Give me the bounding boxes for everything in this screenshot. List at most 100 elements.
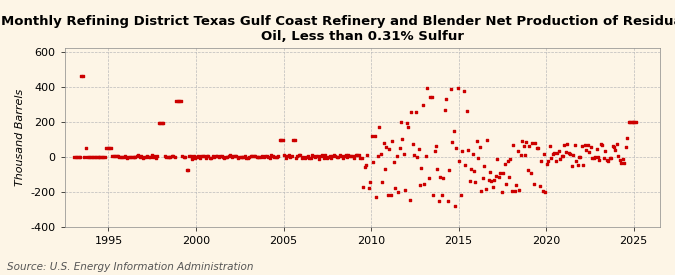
Point	[235, 155, 246, 160]
Point	[423, 176, 434, 180]
Point	[442, 199, 453, 203]
Point	[457, 149, 468, 153]
Point	[171, 99, 182, 103]
Point	[257, 153, 268, 158]
Point	[464, 179, 475, 183]
Point	[404, 198, 415, 202]
Point	[618, 157, 628, 161]
Point	[555, 157, 566, 161]
Point	[197, 154, 208, 158]
Point	[558, 153, 568, 158]
Point	[138, 155, 148, 160]
Point	[570, 159, 581, 164]
Point	[143, 155, 154, 160]
Point	[352, 153, 362, 157]
Point	[447, 140, 458, 144]
Point	[95, 155, 106, 160]
Point	[568, 153, 578, 157]
Point	[350, 153, 361, 157]
Point	[129, 155, 140, 159]
Point	[296, 156, 307, 161]
Point	[410, 110, 421, 114]
Point	[385, 193, 396, 197]
Point	[294, 153, 304, 157]
Point	[452, 86, 463, 90]
Point	[209, 155, 219, 159]
Point	[140, 155, 151, 159]
Point	[286, 153, 297, 158]
Point	[244, 155, 254, 159]
Point	[265, 156, 275, 160]
Point	[248, 154, 259, 159]
Point	[504, 175, 514, 179]
Point	[520, 153, 531, 157]
Point	[339, 154, 350, 158]
Point	[133, 153, 144, 158]
Point	[288, 137, 298, 142]
Point	[512, 149, 523, 153]
Point	[585, 145, 596, 150]
Point	[433, 198, 444, 203]
Point	[157, 121, 167, 126]
Point	[394, 146, 405, 150]
Point	[331, 155, 342, 159]
Point	[549, 151, 560, 155]
Point	[161, 154, 171, 159]
Point	[451, 146, 462, 150]
Point	[279, 152, 290, 157]
Point	[304, 156, 315, 161]
Point	[575, 155, 586, 160]
Point	[92, 155, 103, 159]
Point	[299, 156, 310, 160]
Point	[241, 155, 252, 160]
Point	[630, 120, 641, 124]
Point	[534, 183, 545, 188]
Point	[505, 157, 516, 161]
Point	[340, 153, 351, 158]
Point	[306, 153, 317, 157]
Point	[595, 142, 606, 147]
Point	[413, 147, 424, 151]
Point	[177, 154, 188, 159]
Point	[325, 156, 336, 161]
Point	[132, 153, 142, 158]
Point	[136, 154, 146, 158]
Point	[450, 203, 460, 208]
Point	[231, 154, 242, 158]
Point	[202, 154, 213, 159]
Point	[276, 138, 287, 142]
Point	[310, 155, 321, 159]
Point	[522, 167, 533, 172]
Point	[223, 154, 234, 158]
Point	[254, 155, 265, 159]
Point	[240, 154, 250, 158]
Point	[79, 155, 90, 159]
Point	[375, 151, 386, 156]
Point	[518, 144, 529, 148]
Point	[82, 155, 92, 159]
Point	[369, 134, 380, 139]
Point	[111, 154, 122, 159]
Text: Source: U.S. Energy Information Administration: Source: U.S. Energy Information Administ…	[7, 262, 253, 272]
Point	[317, 153, 327, 157]
Point	[506, 189, 517, 193]
Point	[90, 155, 101, 159]
Point	[537, 189, 548, 194]
Point	[134, 155, 145, 159]
Point	[418, 103, 429, 108]
Point	[576, 144, 587, 148]
Point	[153, 121, 164, 126]
Point	[456, 192, 466, 197]
Point	[295, 152, 306, 157]
Point	[545, 144, 556, 148]
Point	[497, 171, 508, 175]
Point	[547, 151, 558, 156]
Point	[564, 151, 574, 155]
Point	[479, 164, 489, 168]
Point	[392, 154, 402, 159]
Point	[101, 146, 111, 150]
Point	[431, 144, 441, 148]
Point	[292, 154, 303, 158]
Point	[191, 155, 202, 160]
Point	[234, 155, 244, 159]
